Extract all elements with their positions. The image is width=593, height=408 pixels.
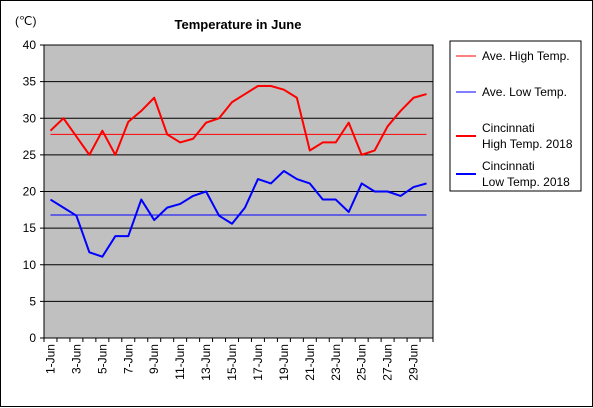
legend-label: Cincinnati [482,159,535,173]
legend-label: Ave. High Temp. [482,49,570,63]
y-tick-label: 0 [29,331,36,345]
x-tick-label: 15-Jun [225,344,239,381]
x-tick-label: 21-Jun [303,344,317,381]
series-line [49,169,427,258]
x-tick-label: 17-Jun [251,344,265,381]
y-tick-label: 15 [23,221,37,235]
series-lines [49,85,427,258]
y-tick-label: 25 [23,148,37,162]
x-tick-label: 7-Jun [121,344,135,374]
chart-title: Temperature in June [175,17,302,32]
x-tick-label: 13-Jun [199,344,213,381]
legend-label: High Temp. 2018 [482,137,573,151]
y-tick-label: 30 [23,111,37,125]
x-axis-ticks: 1-Jun 3-Jun 5-Jun 7-Jun 9-Jun 11-Jun 13-Jun 15-… [43,338,434,381]
x-tick-label: 11-Jun [173,344,187,380]
y-tick-label: 40 [23,38,37,52]
y-axis-ticks: 0 5 10 15 20 25 30 35 40 [23,38,44,345]
legend-label: Low Temp. 2018 [482,175,570,189]
series-line [49,85,427,156]
x-tick-label: 9-Jun [147,344,161,374]
x-tick-label: 3-Jun [69,344,83,374]
legend-box [449,40,582,192]
x-tick-label: 1-Jun [43,344,57,374]
x-tick-label: 25-Jun [355,344,369,381]
legend: Ave. High Temp. Ave. Low Temp. Cincinnati H… [456,49,573,189]
x-tick-label: 23-Jun [329,344,343,381]
y-tick-label: 20 [23,185,37,199]
x-tick-label: 5-Jun [95,344,109,374]
y-tick-label: 5 [29,294,36,308]
x-tick-label: 19-Jun [277,344,291,381]
y-tick-label: 10 [23,258,37,272]
legend-label: Ave. Low Temp. [482,85,567,99]
y-tick-label: 35 [23,75,37,89]
x-tick-label: 29-Jun [407,344,421,381]
x-tick-label: 27-Jun [381,344,395,381]
legend-label: Cincinnati [482,121,535,135]
y-axis-unit-label: (℃) [15,14,36,28]
gridlines [44,81,433,302]
